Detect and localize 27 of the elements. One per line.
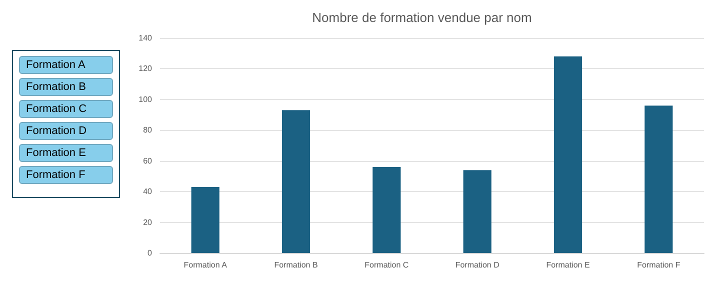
x-tick-label: Formation D [455,260,500,270]
bar [372,167,401,253]
x-tick-label: Formation B [274,260,318,270]
x-tick-label: Formation A [184,260,228,270]
filter-button[interactable]: Formation B [19,78,113,96]
x-tick-label: Formation F [637,260,680,270]
filter-button[interactable]: Formation C [19,100,113,118]
y-tick-label: 60 [143,156,153,166]
x-tick-label: Formation E [546,260,590,270]
y-tick-label: 100 [138,94,153,104]
filter-button[interactable]: Formation A [19,56,113,74]
bar [463,170,492,253]
filter-button[interactable]: Formation D [19,122,113,140]
filter-button[interactable]: Formation E [19,144,113,162]
y-tick-label: 120 [138,64,153,74]
chart-title: Nombre de formation vendue par nom [312,10,532,25]
y-tick-label: 20 [143,218,153,227]
x-tick-label: Formation C [364,260,409,270]
y-tick-label: 140 [138,34,153,42]
y-tick-label: 40 [143,187,153,196]
y-tick-label: 0 [148,248,153,258]
bar [282,110,310,253]
bar [191,186,220,253]
y-tick-label: 80 [143,126,153,135]
bar [644,106,673,253]
bar [554,56,582,253]
filter-button[interactable]: Formation F [19,166,113,184]
